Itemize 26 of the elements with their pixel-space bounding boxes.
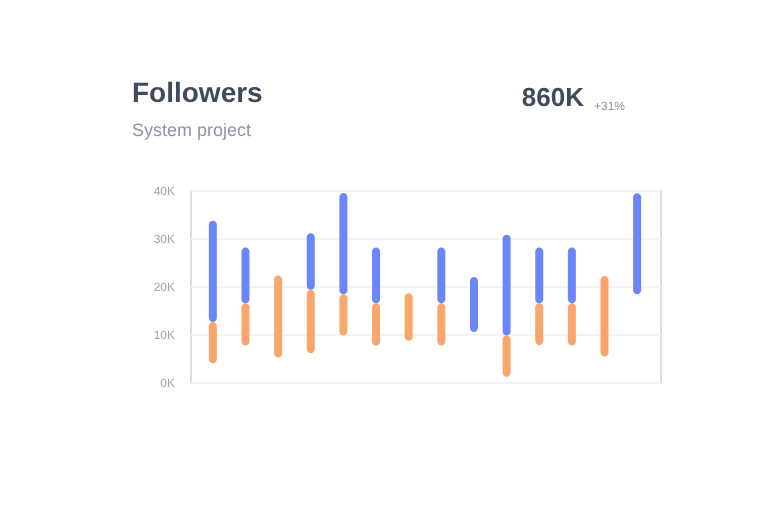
bar: [208, 322, 217, 364]
bar: [535, 303, 544, 346]
bar: [241, 303, 250, 346]
bar: [437, 247, 446, 304]
bar: [567, 303, 576, 346]
bar: [241, 247, 250, 304]
bar: [339, 192, 348, 295]
bar: [600, 275, 609, 357]
bar: [372, 303, 381, 346]
text: 860K: [521, 82, 586, 112]
bar: [437, 303, 446, 346]
bar: [469, 276, 478, 333]
bar: [567, 247, 576, 304]
bar: [274, 275, 283, 358]
bar: [339, 294, 348, 336]
bar: [208, 220, 217, 322]
bar: [372, 247, 381, 304]
chart-subtitle: System project: [132, 120, 253, 140]
bar: [502, 234, 511, 336]
bar: [535, 247, 544, 304]
bar: [633, 193, 642, 295]
bar: [404, 293, 413, 341]
bar: [306, 233, 315, 290]
bar: [502, 335, 511, 377]
chart-title: Followers: [132, 76, 264, 108]
bar: [306, 289, 315, 354]
